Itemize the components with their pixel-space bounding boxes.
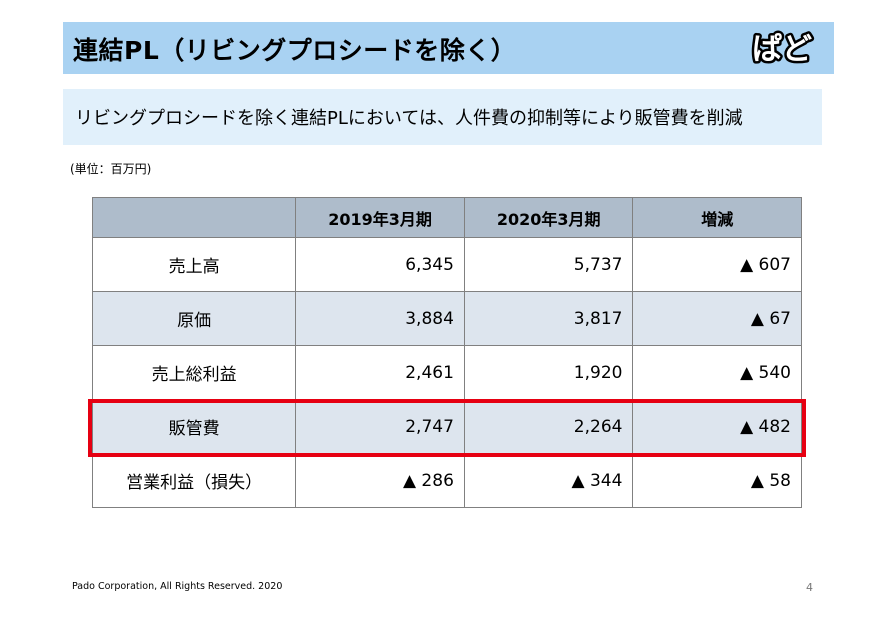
unit-note: (単位：百万円)	[70, 162, 152, 176]
column-header-fy2020: 2020年3月期	[463, 197, 634, 238]
title-bar: 連結PL（リビングプロシードを除く）	[63, 22, 834, 74]
table-row-sga: 販管費 2,747 2,264 ▲ 482	[91, 399, 802, 454]
page-title: 連結PL（リビングプロシードを除く）	[73, 36, 517, 65]
row-label: 販管費	[91, 399, 297, 454]
cell-change: ▲ 540	[632, 345, 802, 400]
pado-logo: ぱど	[750, 30, 815, 69]
cell-fy2020: ▲ 344	[463, 453, 634, 508]
row-label: 売上高	[91, 237, 297, 292]
row-label: 売上総利益	[91, 345, 297, 400]
cell-change: ▲ 607	[632, 237, 802, 292]
cell-fy2020: 5,737	[463, 237, 634, 292]
cell-fy2019: 2,461	[295, 345, 465, 400]
subtitle-box: リビングプロシードを除く連結PLにおいては、人件費の抑制等により販管費を削減	[63, 89, 822, 145]
cell-fy2020: 3,817	[463, 291, 634, 346]
cell-fy2019: ▲ 286	[295, 453, 465, 508]
cell-fy2019: 3,884	[295, 291, 465, 346]
page-number: 4	[806, 581, 813, 594]
cell-change: ▲ 58	[632, 453, 802, 508]
pl-table: 2019年3月期 2020年3月期 増減 売上高 6,345 5,737 ▲ 6…	[91, 197, 802, 508]
table-row-gross-profit: 売上総利益 2,461 1,920 ▲ 540	[91, 345, 802, 400]
table-row-operating-income: 営業利益（損失） ▲ 286 ▲ 344 ▲ 58	[91, 453, 802, 508]
column-header-blank	[91, 197, 297, 238]
sga-highlight-frame	[88, 399, 806, 457]
row-label: 営業利益（損失）	[91, 453, 297, 508]
column-header-change: 増減	[632, 197, 802, 238]
cell-change: ▲ 67	[632, 291, 802, 346]
table-row-cost: 原価 3,884 3,817 ▲ 67	[91, 291, 802, 346]
table-header-row: 2019年3月期 2020年3月期 増減	[91, 197, 802, 238]
cell-fy2020: 1,920	[463, 345, 634, 400]
table-row-sales: 売上高 6,345 5,737 ▲ 607	[91, 237, 802, 292]
column-header-fy2019: 2019年3月期	[295, 197, 465, 238]
copyright-footer: Pado Corporation, All Rights Reserved. 2…	[72, 581, 283, 592]
subtitle-text: リビングプロシードを除く連結PLにおいては、人件費の抑制等により販管費を削減	[75, 108, 743, 129]
logo-text: ぱど	[752, 32, 812, 67]
row-label: 原価	[91, 291, 297, 346]
cell-fy2019: 6,345	[295, 237, 465, 292]
